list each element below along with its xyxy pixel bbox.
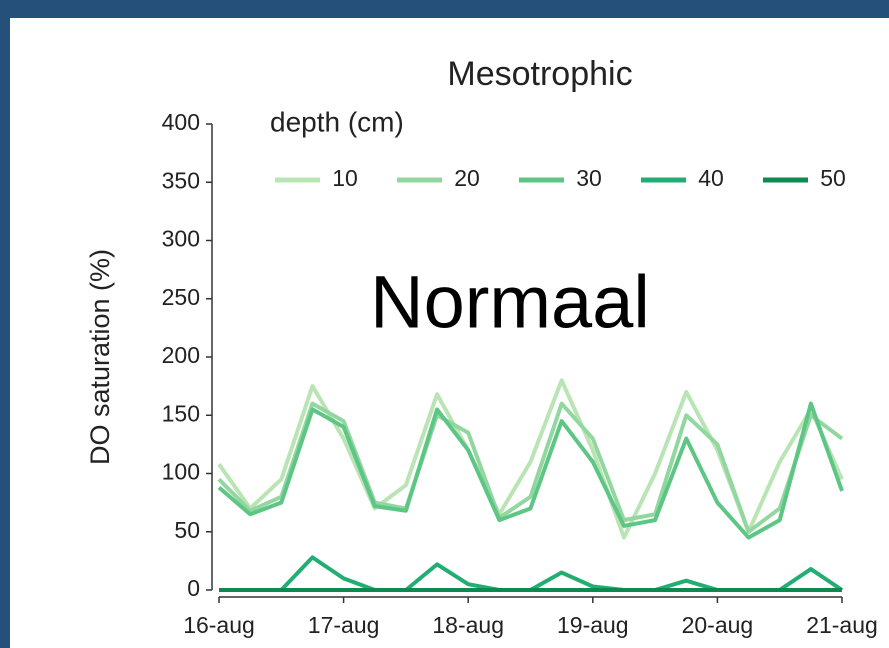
y-axis-label: DO saturation (%) bbox=[85, 249, 115, 465]
y-tick-label: 150 bbox=[162, 400, 200, 426]
chart-title: Mesotrophic bbox=[447, 55, 632, 93]
x-tick-label: 18-aug bbox=[432, 612, 504, 638]
x-tick-label: 16-aug bbox=[183, 612, 255, 638]
x-tick-label: 19-aug bbox=[557, 612, 629, 638]
x-tick-label: 21-aug bbox=[806, 612, 878, 638]
x-tick-label: 17-aug bbox=[308, 612, 380, 638]
y-tick-label: 400 bbox=[162, 109, 200, 135]
y-tick-label: 50 bbox=[174, 517, 200, 543]
legend-label: 20 bbox=[454, 165, 480, 191]
annotation: Normaal bbox=[370, 261, 650, 344]
legend-label: 10 bbox=[332, 165, 358, 191]
y-tick-label: 350 bbox=[162, 167, 200, 193]
y-tick-label: 100 bbox=[162, 459, 200, 485]
legend-title: depth (cm) bbox=[270, 106, 404, 137]
y-tick-label: 0 bbox=[187, 575, 200, 601]
panel bbox=[10, 18, 889, 648]
y-tick-label: 200 bbox=[162, 342, 200, 368]
y-tick-label: 250 bbox=[162, 284, 200, 310]
series-line bbox=[217, 401, 844, 540]
legend-label: 50 bbox=[820, 165, 846, 191]
x-tick-label: 20-aug bbox=[682, 612, 754, 638]
y-tick-label: 300 bbox=[162, 226, 200, 252]
legend-label: 40 bbox=[698, 165, 724, 191]
legend-label: 30 bbox=[576, 165, 602, 191]
series-line bbox=[217, 401, 844, 534]
